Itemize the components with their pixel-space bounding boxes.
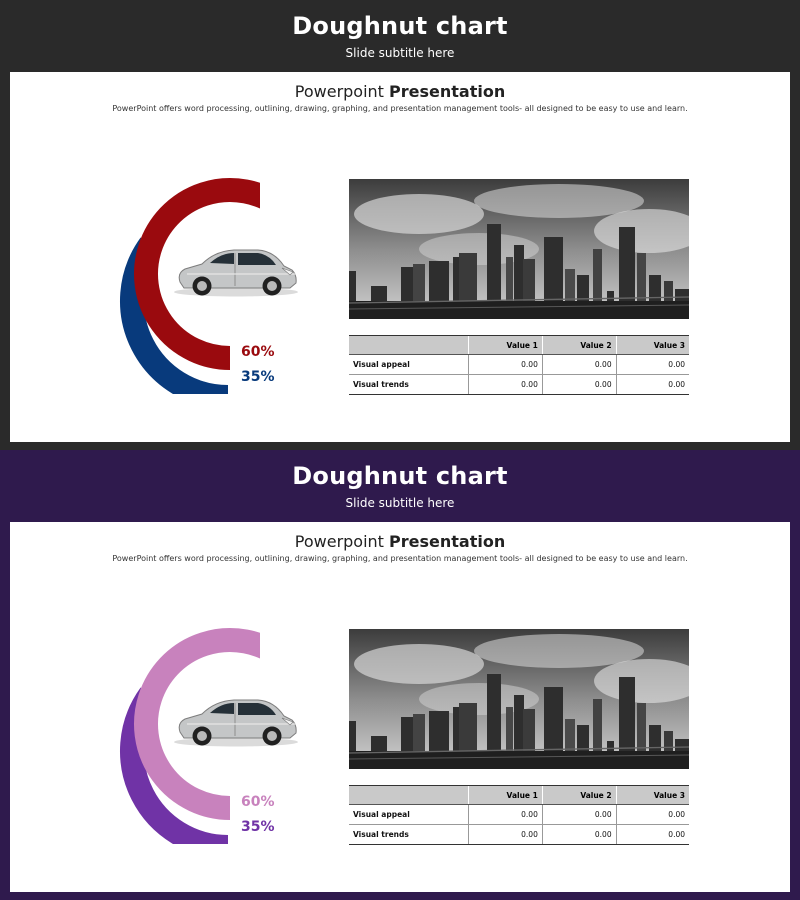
- table-cell: 0.00: [615, 824, 689, 845]
- values-table: Value 1 Value 2 Value 3 Visual appeal 0.…: [349, 785, 689, 845]
- data-label-60: 60%: [241, 794, 275, 810]
- data-label-35: 35%: [241, 369, 275, 385]
- table-header-cell: Value 2: [541, 785, 617, 805]
- table-cell: 0.00: [541, 824, 617, 845]
- slide-subtitle: Slide subtitle here: [345, 496, 455, 510]
- data-label-35: 35%: [241, 819, 275, 835]
- table-header-cell: Value 3: [615, 785, 689, 805]
- slide-title: Doughnut chart: [292, 12, 508, 40]
- section-heading: Powerpoint Presentation: [10, 532, 790, 551]
- table-header-row: Value 1 Value 2 Value 3: [349, 335, 689, 355]
- table-cell: Visual trends: [349, 374, 469, 395]
- content-panel: Powerpoint Presentation PowerPoint offer…: [10, 522, 790, 892]
- car-image: [174, 249, 298, 297]
- table-row: Visual appeal 0.00 0.00 0.00: [349, 354, 689, 375]
- data-label-60: 60%: [241, 344, 275, 360]
- description-text: PowerPoint offers word processing, outli…: [112, 104, 688, 113]
- table-row: Visual trends 0.00 0.00 0.00: [349, 824, 689, 845]
- table-header-cell: [349, 335, 469, 355]
- slide-title: Doughnut chart: [292, 462, 508, 490]
- doughnut-chart: [120, 628, 260, 844]
- table-header-cell: Value 1: [468, 335, 543, 355]
- table-cell: 0.00: [541, 804, 617, 825]
- table-row: Visual appeal 0.00 0.00 0.00: [349, 804, 689, 825]
- slide-1: Doughnut chart Slide subtitle here Power…: [0, 0, 800, 450]
- slide-2: Doughnut chart Slide subtitle here Power…: [0, 450, 800, 900]
- table-header-row: Value 1 Value 2 Value 3: [349, 785, 689, 805]
- slide-header: Doughnut chart Slide subtitle here: [0, 450, 800, 522]
- slide-subtitle: Slide subtitle here: [345, 46, 455, 60]
- table-cell: 0.00: [468, 804, 543, 825]
- doughnut-chart: [120, 178, 260, 394]
- table-cell: 0.00: [468, 354, 543, 375]
- values-table: Value 1 Value 2 Value 3 Visual appeal 0.…: [349, 335, 689, 395]
- section-heading: Powerpoint Presentation: [10, 82, 790, 101]
- table-cell: 0.00: [468, 824, 543, 845]
- car-image: [174, 699, 298, 747]
- table-cell: 0.00: [615, 804, 689, 825]
- table-cell: 0.00: [468, 374, 543, 395]
- table-cell: 0.00: [541, 354, 617, 375]
- slide-header: Doughnut chart Slide subtitle here: [0, 0, 800, 72]
- city-skyline-image: [349, 629, 689, 769]
- table-cell: Visual appeal: [349, 354, 469, 375]
- heading-bold: Presentation: [389, 82, 506, 101]
- table-cell: 0.00: [615, 354, 689, 375]
- heading-light: Powerpoint: [294, 82, 390, 101]
- arc-60-percent: [134, 178, 260, 370]
- table-header-cell: Value 3: [615, 335, 689, 355]
- content-panel: Powerpoint Presentation PowerPoint offer…: [10, 72, 790, 442]
- description-text: PowerPoint offers word processing, outli…: [112, 554, 688, 563]
- table-header-cell: Value 2: [541, 335, 617, 355]
- table-header-cell: [349, 785, 469, 805]
- table-cell: 0.00: [615, 374, 689, 395]
- city-skyline-image: [349, 179, 689, 319]
- heading-bold: Presentation: [389, 532, 506, 551]
- table-cell: Visual appeal: [349, 804, 469, 825]
- table-row: Visual trends 0.00 0.00 0.00: [349, 374, 689, 395]
- table-cell: Visual trends: [349, 824, 469, 845]
- heading-light: Powerpoint: [294, 532, 390, 551]
- table-header-cell: Value 1: [468, 785, 543, 805]
- arc-60-percent: [134, 628, 260, 820]
- table-cell: 0.00: [541, 374, 617, 395]
